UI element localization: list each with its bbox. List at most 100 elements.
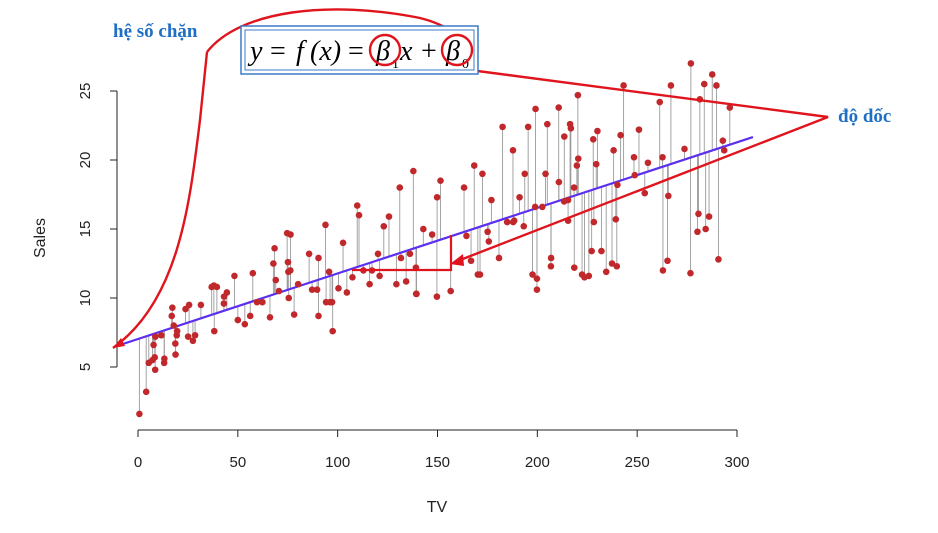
data-point [533, 286, 541, 294]
equation-box: y = f (x) = β 1 x + β 0 [240, 25, 479, 75]
eq-sub1: 1 [392, 57, 399, 72]
eq-equals-1: = [270, 36, 286, 67]
data-point [539, 203, 546, 211]
data-point [667, 82, 675, 89]
data-point [349, 274, 356, 281]
data-point [719, 137, 727, 144]
data-point [726, 104, 734, 111]
data-point [484, 228, 491, 236]
y-tick-label: 5 [77, 363, 94, 371]
intercept-label: hệ số chặn [113, 21, 198, 42]
data-point [335, 285, 342, 292]
data-point [635, 126, 643, 133]
data-point [315, 254, 322, 262]
x-tick-label: 150 [425, 454, 450, 471]
data-point [231, 272, 238, 280]
data-point [168, 312, 176, 320]
data-point [570, 184, 578, 191]
data-point [197, 301, 205, 309]
data-point [665, 192, 672, 200]
data-point [191, 331, 199, 339]
data-point [694, 228, 701, 236]
data-point [271, 245, 278, 252]
data-point [524, 123, 532, 131]
y-tick-label: 20 [77, 152, 94, 169]
eq-func: f [296, 36, 307, 67]
data-point [533, 275, 541, 282]
x-tick-label: 100 [325, 454, 350, 471]
data-point [374, 250, 382, 258]
data-point [664, 257, 671, 265]
y-tick-label: 10 [77, 290, 94, 307]
data-point [555, 104, 562, 111]
data-point [249, 269, 257, 277]
residual-lines [138, 63, 731, 414]
data-point [325, 268, 333, 276]
data-point [220, 300, 228, 307]
data-point [294, 280, 302, 288]
data-point [560, 133, 568, 140]
data-point [285, 294, 293, 302]
data-point [393, 280, 400, 288]
data-point [531, 203, 539, 211]
data-point [641, 189, 649, 197]
data-point [470, 162, 478, 169]
data-point [315, 312, 322, 320]
eq-lhs: y [247, 36, 263, 67]
data-point [406, 250, 414, 258]
data-point [589, 136, 597, 143]
data-point [659, 153, 666, 161]
data-point [588, 247, 595, 255]
data-point [488, 196, 495, 204]
data-point [555, 178, 563, 186]
data-point [170, 322, 178, 329]
data-point [136, 410, 143, 418]
data-point [610, 147, 617, 154]
y-tick-label: 25 [77, 83, 94, 100]
data-point [339, 239, 347, 247]
data-point [573, 162, 581, 169]
data-point [152, 333, 159, 340]
data-point [428, 231, 436, 238]
data-point [631, 171, 639, 179]
data-point [328, 298, 336, 306]
data-point [397, 254, 405, 262]
data-point [234, 316, 242, 324]
eq-x: x [399, 36, 413, 67]
data-point [158, 331, 165, 339]
data-point [447, 287, 454, 295]
data-point [608, 260, 616, 267]
eq-arg: (x) [310, 36, 341, 67]
data-point [547, 262, 555, 270]
data-point [463, 232, 470, 240]
y-axis-title: Sales [32, 218, 49, 258]
data-point [617, 131, 624, 139]
data-point [275, 287, 283, 295]
data-point [151, 366, 159, 374]
data-point [516, 193, 523, 201]
data-point [620, 82, 627, 89]
data-point [594, 127, 601, 135]
data-point [708, 71, 716, 78]
data-point [602, 268, 610, 276]
data-point [702, 225, 709, 233]
data-point [495, 254, 503, 262]
data-point [284, 258, 292, 266]
data-point [313, 286, 321, 294]
data-point [223, 289, 231, 296]
data-point [185, 301, 193, 309]
data-point [189, 337, 197, 345]
x-tick-label: 0 [134, 454, 142, 471]
data-point [184, 333, 192, 340]
data-point [150, 341, 157, 349]
data-point [532, 105, 539, 113]
data-point [210, 327, 218, 335]
data-point [547, 254, 555, 262]
beta0-highlight-circle [440, 33, 474, 67]
data-point [503, 218, 511, 226]
data-point [413, 290, 420, 298]
regression-line [117, 136, 754, 347]
data-point [659, 267, 667, 274]
data-point [366, 280, 373, 288]
eq-equals-2: = [348, 36, 364, 67]
